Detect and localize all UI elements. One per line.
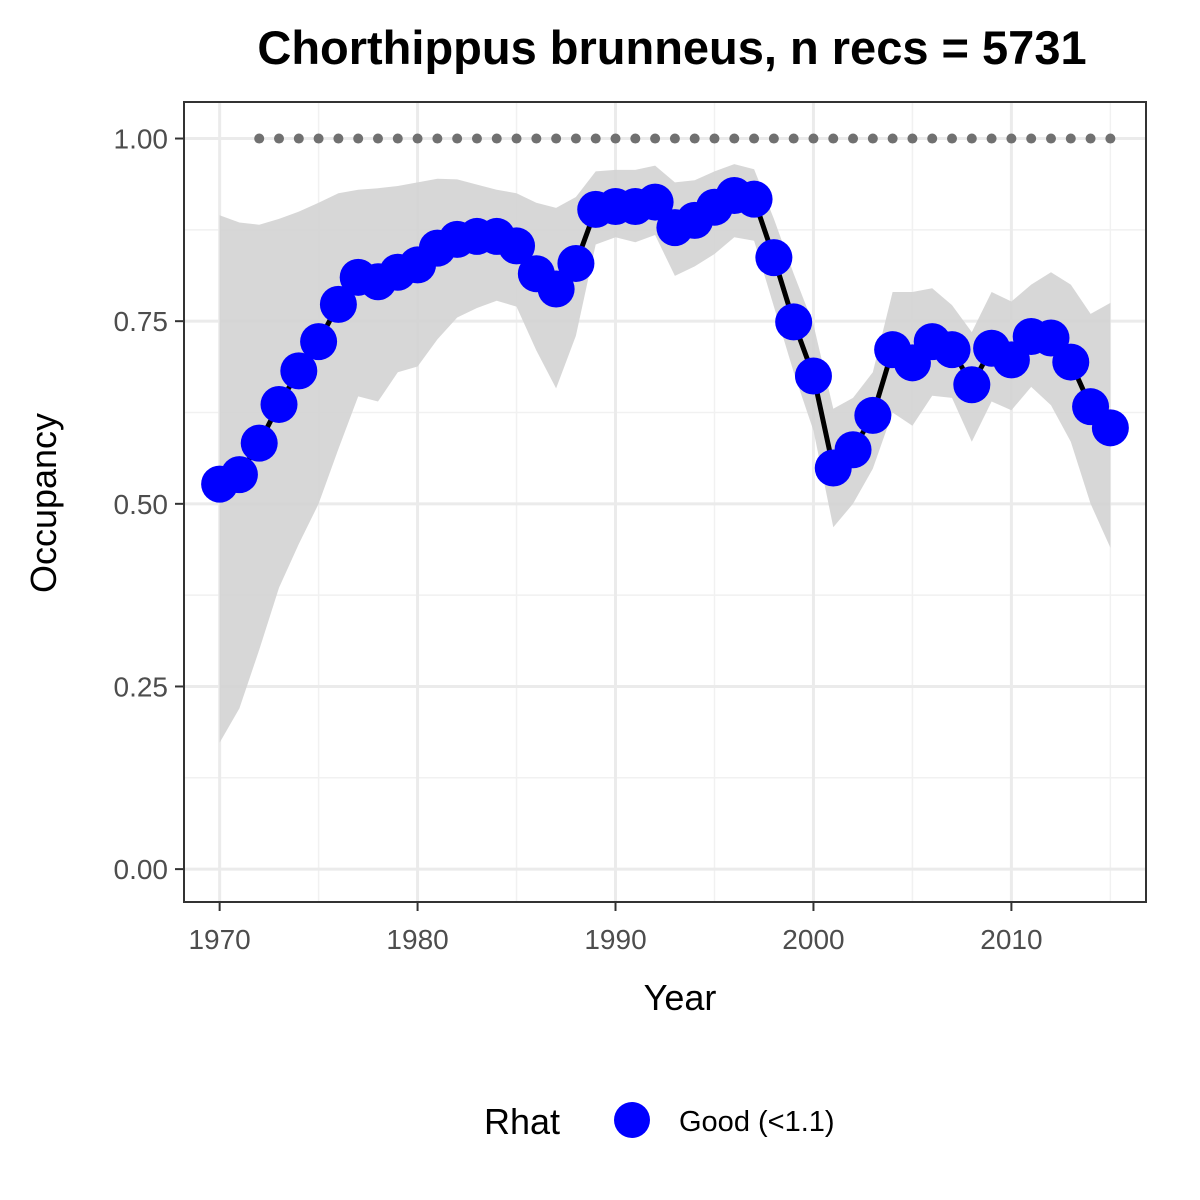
occupancy-point: [498, 227, 536, 265]
y-tick-label: 0.75: [114, 306, 169, 337]
reference-dot: [1065, 133, 1076, 144]
reference-dot: [768, 133, 779, 144]
reference-dot: [729, 133, 740, 144]
chart-title: Chorthippus brunneus, n recs = 5731: [257, 21, 1086, 74]
reference-dot: [689, 133, 700, 144]
reference-dot: [966, 133, 977, 144]
reference-dot: [254, 133, 265, 144]
reference-dot: [1085, 133, 1096, 144]
occupancy-point: [319, 285, 357, 323]
reference-dot: [986, 133, 997, 144]
x-axis-ticks: 1970 1980 1990 2000 2010: [188, 902, 1043, 955]
occupancy-point: [557, 244, 595, 282]
occupancy-point: [636, 183, 674, 221]
reference-dot: [392, 133, 403, 144]
occupancy-point: [537, 270, 575, 308]
occupancy-point: [280, 352, 318, 390]
reference-dot: [511, 133, 522, 144]
y-axis-ticks: 0.00 0.25 0.50 0.75 1.00: [114, 124, 184, 885]
x-tick-label: 1980: [386, 924, 448, 955]
occupancy-point: [1052, 343, 1090, 381]
reference-dot: [570, 133, 581, 144]
reference-dot: [274, 133, 285, 144]
legend: Rhat Good (<1.1): [484, 1101, 835, 1142]
reference-dot: [887, 133, 898, 144]
x-tick-label: 1990: [584, 924, 646, 955]
reference-dot: [788, 133, 799, 144]
legend-key-good: [614, 1102, 650, 1138]
reference-dot: [1045, 133, 1056, 144]
reference-dot: [471, 133, 482, 144]
occupancy-point: [240, 424, 278, 462]
legend-title: Rhat: [484, 1101, 560, 1142]
occupancy-point: [220, 456, 258, 494]
occupancy-point: [775, 303, 813, 341]
reference-dot: [551, 133, 562, 144]
y-axis-title: Occupancy: [23, 413, 64, 593]
reference-dot: [1026, 133, 1037, 144]
y-tick-label: 1.00: [114, 124, 169, 155]
reference-dot: [412, 133, 423, 144]
plot-panel-border: [183, 101, 1147, 903]
reference-dot: [353, 133, 364, 144]
reference-dot: [610, 133, 621, 144]
reference-dot: [848, 133, 859, 144]
legend-label-good: Good (<1.1): [679, 1106, 835, 1138]
x-axis-title: Year: [644, 977, 717, 1018]
occupancy-point: [953, 366, 991, 404]
reference-dot: [709, 133, 720, 144]
reference-dot: [1105, 133, 1116, 144]
reference-dot: [630, 133, 641, 144]
occupancy-point: [300, 323, 338, 361]
reference-dot: [1006, 133, 1017, 144]
y-tick-label: 0.50: [114, 489, 169, 520]
reference-dot: [531, 133, 542, 144]
occupancy-point: [260, 385, 298, 423]
occupancy-points: [201, 177, 1129, 503]
reference-dot: [590, 133, 601, 144]
occupancy-point: [735, 180, 773, 218]
x-tick-label: 2010: [980, 924, 1042, 955]
occupancy-point: [854, 396, 892, 434]
reference-line-at-one: [254, 133, 1116, 144]
reference-dot: [333, 133, 344, 144]
x-tick-label: 1970: [188, 924, 250, 955]
reference-dot: [650, 133, 661, 144]
reference-dot: [828, 133, 839, 144]
reference-dot: [749, 133, 760, 144]
credible-interval-ribbon: [219, 164, 1111, 743]
occupancy-point: [1091, 409, 1129, 447]
reference-dot: [293, 133, 304, 144]
occupancy-point: [755, 239, 793, 277]
reference-dot: [669, 133, 680, 144]
reference-dot: [313, 133, 324, 144]
x-tick-label: 2000: [782, 924, 844, 955]
reference-dot: [927, 133, 938, 144]
reference-dot: [808, 133, 819, 144]
reference-dot: [452, 133, 463, 144]
occupancy-point: [834, 431, 872, 469]
occupancy-point: [933, 331, 971, 369]
reference-dot: [432, 133, 443, 144]
reference-dot: [907, 133, 918, 144]
reference-dot: [491, 133, 502, 144]
reference-dot: [867, 133, 878, 144]
reference-dot: [372, 133, 383, 144]
y-tick-label: 0.00: [114, 854, 169, 885]
occupancy-point: [794, 357, 832, 395]
y-tick-label: 0.25: [114, 671, 169, 702]
reference-dot: [947, 133, 958, 144]
